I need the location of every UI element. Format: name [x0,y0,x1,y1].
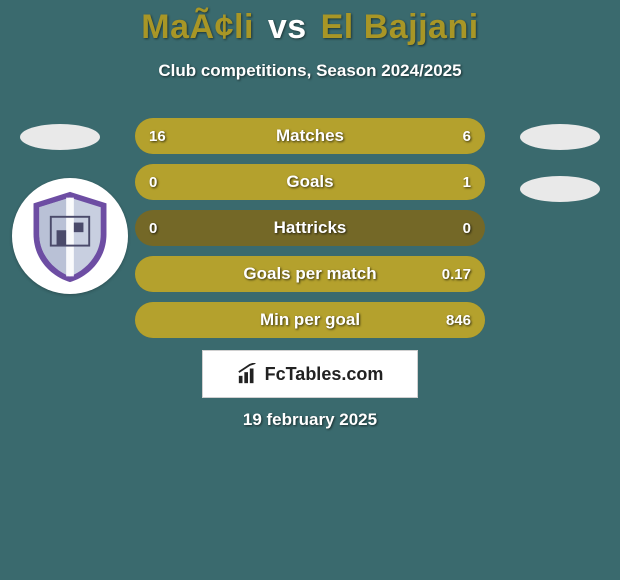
stat-value-right: 846 [446,302,471,338]
stat-value-left: 0 [149,210,157,246]
stat-label: Hattricks [135,210,485,246]
stat-value-right: 6 [463,118,471,154]
badge-top-left [20,124,100,150]
stat-row: Matches16 6 [135,118,485,154]
chart-icon [237,363,259,385]
comparison-title: MaÃ¢li vs El Bajjani [0,0,620,47]
stat-label: Goals per match [135,256,485,292]
date-text: 19 february 2025 [0,410,620,430]
badge-top-right [520,124,600,150]
stat-label: Matches [135,118,485,154]
stat-label: Goals [135,164,485,200]
stats-bars: Matches166Goals01Hattricks00Goals per ma… [135,118,485,348]
shield-icon [22,188,118,284]
stat-value-left: 16 [149,118,166,154]
infographic-container: MaÃ¢li vs El Bajjani Club competitions, … [0,0,620,580]
stat-row: Goals per match0.17 [135,256,485,292]
player2-name: El Bajjani [321,8,479,46]
brand-box[interactable]: FcTables.com [202,350,418,398]
stat-label: Min per goal [135,302,485,338]
stat-value-right: 0.17 [442,256,471,292]
stat-row: Hattricks0 0 [135,210,485,246]
stat-value-left: 0 [149,164,157,200]
club-logo [12,178,128,294]
stat-value-right: 0 [463,210,471,246]
stat-value-right: 1 [463,164,471,200]
stat-row: Min per goal846 [135,302,485,338]
brand-text: FcTables.com [265,364,384,385]
player1-name: MaÃ¢li [141,8,254,46]
vs-label: vs [268,8,307,46]
subtitle: Club competitions, Season 2024/2025 [0,61,620,81]
stat-row: Goals0 1 [135,164,485,200]
badge-bottom-right [520,176,600,202]
